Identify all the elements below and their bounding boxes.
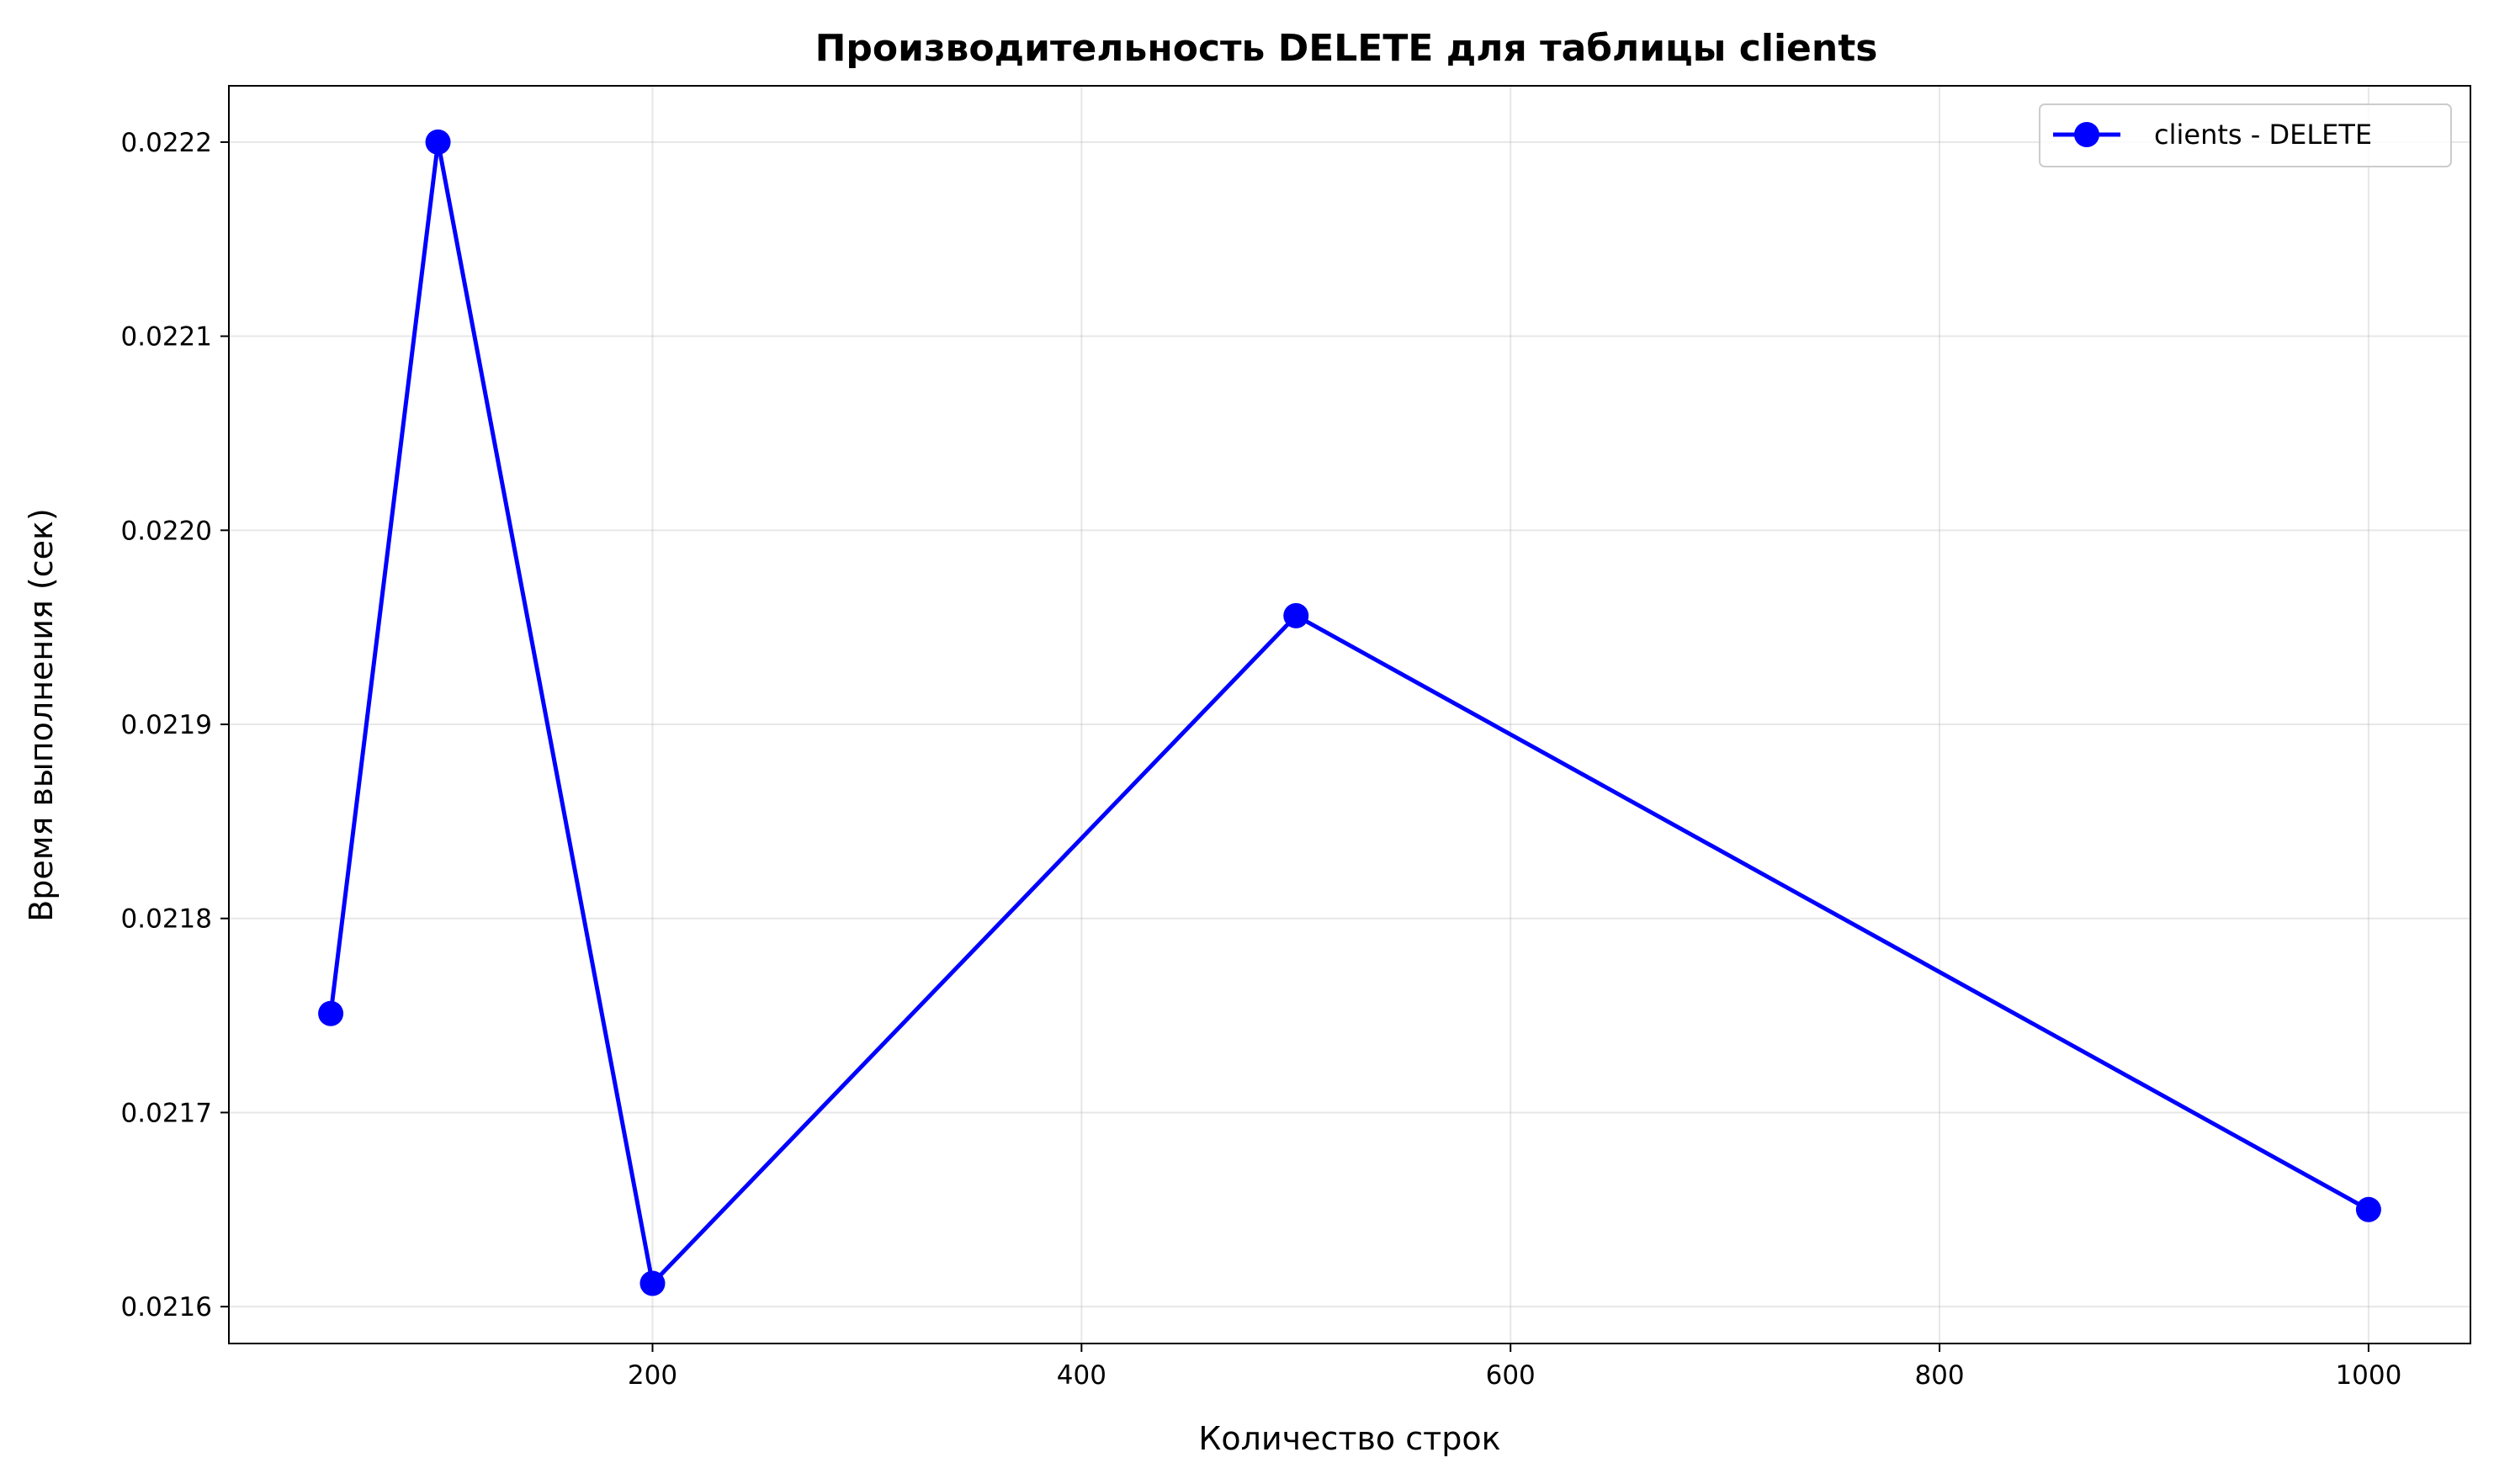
chart-title: Производительность DELETE для таблицы cl…: [815, 27, 1878, 70]
y-tick-label: 0.0221: [121, 322, 212, 352]
data-layer: [318, 129, 2381, 1296]
y-tick-label: 0.0218: [121, 904, 212, 935]
x-tick-label: 200: [628, 1360, 677, 1391]
y-tick-label: 0.0222: [121, 128, 212, 158]
y-tick-label: 0.0219: [121, 710, 212, 740]
x-tick-label: 600: [1486, 1360, 1536, 1391]
x-tick-label: 400: [1057, 1360, 1106, 1391]
legend-label: clients - DELETE: [2154, 119, 2372, 151]
y-tick-label: 0.0216: [121, 1292, 212, 1322]
legend: clients - DELETE: [2039, 103, 2452, 167]
data-point: [318, 1000, 344, 1026]
y-axis-ticks: 0.0216 0.0217 0.0218 0.0219 0.0220 0.0221 0.02…: [121, 128, 229, 1322]
data-point: [1283, 602, 1309, 628]
y-tick-label: 0.0217: [121, 1098, 212, 1128]
x-tick-label: 1000: [2335, 1360, 2401, 1391]
y-tick-label: 0.0220: [121, 516, 212, 546]
legend-marker: [2074, 122, 2099, 147]
x-axis-label: Количество строк: [1198, 1420, 1500, 1457]
data-point: [2355, 1196, 2381, 1222]
legend-box: [2039, 103, 2452, 167]
x-axis-ticks: 200 400 600 800 1000: [628, 1344, 2401, 1391]
grid: [229, 86, 2470, 1344]
data-point: [425, 129, 451, 155]
x-tick-label: 800: [1914, 1360, 1964, 1391]
y-axis-label: Время выполнения (сек): [23, 508, 60, 922]
plot-frame: [228, 85, 2471, 1344]
data-point: [639, 1270, 666, 1296]
